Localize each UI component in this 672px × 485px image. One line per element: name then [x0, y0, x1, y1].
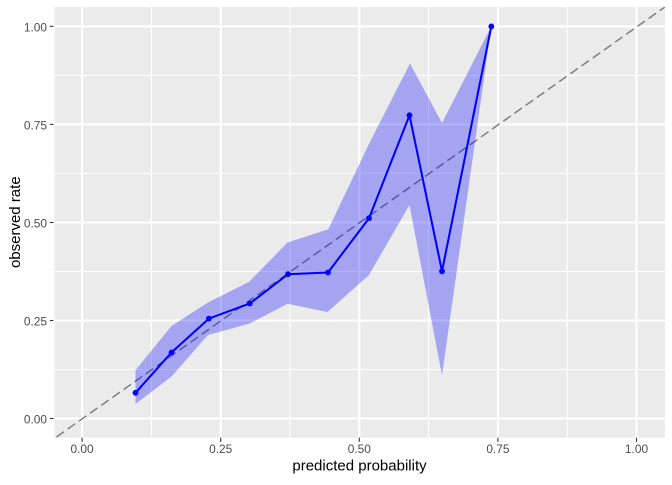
svg-text:0.00: 0.00 — [24, 413, 48, 427]
svg-text:0.00: 0.00 — [71, 442, 95, 456]
svg-text:0.75: 0.75 — [24, 119, 48, 133]
svg-text:0.25: 0.25 — [24, 315, 48, 329]
svg-text:0.50: 0.50 — [24, 217, 48, 231]
svg-text:1.00: 1.00 — [625, 442, 649, 456]
svg-text:observed rate: observed rate — [7, 176, 24, 268]
svg-text:1.00: 1.00 — [24, 21, 48, 35]
svg-text:0.25: 0.25 — [209, 442, 233, 456]
svg-text:0.50: 0.50 — [348, 442, 372, 456]
svg-text:predicted probability: predicted probability — [292, 457, 427, 474]
svg-text:0.75: 0.75 — [486, 442, 510, 456]
